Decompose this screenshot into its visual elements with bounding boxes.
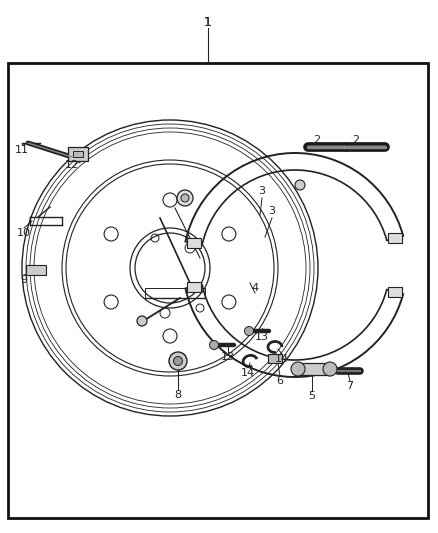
Bar: [8, 63, 428, 518]
Text: 8: 8: [174, 390, 182, 400]
Text: 5: 5: [308, 391, 315, 401]
Text: 14: 14: [241, 368, 255, 378]
Text: 13: 13: [221, 352, 235, 362]
Bar: [268, 354, 282, 363]
Circle shape: [291, 362, 305, 376]
Bar: [388, 233, 402, 243]
Text: 1: 1: [204, 17, 212, 29]
Bar: [187, 281, 201, 292]
Text: 10: 10: [17, 228, 31, 238]
Bar: [26, 265, 46, 275]
Circle shape: [177, 190, 193, 206]
Text: 12: 12: [65, 160, 79, 170]
Circle shape: [209, 341, 219, 350]
Circle shape: [173, 357, 183, 366]
Text: 7: 7: [346, 381, 353, 391]
Bar: [73, 151, 83, 157]
Text: 4: 4: [251, 283, 258, 293]
Text: 1: 1: [204, 17, 212, 29]
Circle shape: [323, 362, 337, 376]
Text: 11: 11: [15, 145, 29, 155]
Bar: [388, 287, 402, 297]
Text: 2: 2: [314, 135, 321, 145]
Bar: [68, 147, 88, 161]
Text: 9: 9: [21, 275, 28, 285]
Text: 3: 3: [258, 186, 265, 196]
Circle shape: [169, 352, 187, 370]
Circle shape: [244, 327, 254, 335]
Bar: [187, 238, 201, 248]
Circle shape: [137, 316, 147, 326]
Text: 6: 6: [276, 376, 283, 386]
Text: 3: 3: [268, 206, 276, 216]
Circle shape: [295, 180, 305, 190]
Circle shape: [181, 194, 189, 202]
Text: 2: 2: [353, 135, 360, 145]
Text: 13: 13: [255, 332, 269, 342]
Text: 14: 14: [275, 354, 289, 364]
Bar: [298, 363, 330, 375]
